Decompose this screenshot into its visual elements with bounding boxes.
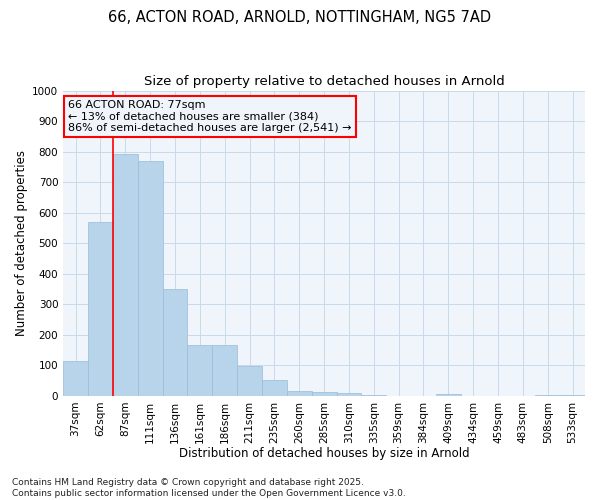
Bar (535, 395, 560, 396)
Text: 66 ACTON ROAD: 77sqm
← 13% of detached houses are smaller (384)
86% of semi-deta: 66 ACTON ROAD: 77sqm ← 13% of detached h… (68, 100, 352, 133)
Bar (560, 395, 585, 396)
Bar (138, 161, 163, 396)
Bar (337, 394, 361, 396)
Bar (262, 380, 287, 396)
Bar (287, 390, 311, 396)
X-axis label: Distribution of detached houses by size in Arnold: Distribution of detached houses by size … (179, 447, 469, 460)
Y-axis label: Number of detached properties: Number of detached properties (15, 150, 28, 336)
Bar (88, 222, 113, 396)
Bar (212, 344, 237, 396)
Title: Size of property relative to detached houses in Arnold: Size of property relative to detached ho… (144, 75, 505, 88)
Bar (361, 395, 386, 396)
Bar (237, 366, 262, 396)
Text: Contains HM Land Registry data © Crown copyright and database right 2025.
Contai: Contains HM Land Registry data © Crown c… (12, 478, 406, 498)
Bar (163, 289, 187, 396)
Bar (113, 154, 138, 396)
Bar (63, 362, 88, 396)
Text: 66, ACTON ROAD, ARNOLD, NOTTINGHAM, NG5 7AD: 66, ACTON ROAD, ARNOLD, NOTTINGHAM, NG5 … (109, 10, 491, 25)
Bar (311, 392, 337, 396)
Bar (436, 394, 461, 396)
Bar (187, 344, 212, 396)
